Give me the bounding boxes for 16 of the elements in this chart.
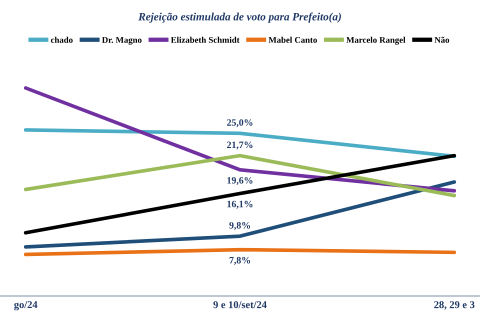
data-label: 7,8% bbox=[230, 256, 250, 265]
legend-label: chado bbox=[50, 36, 73, 43]
x-tick-label: 9 e 10/set/24 bbox=[213, 301, 267, 308]
legend-label: Mabel Canto bbox=[268, 36, 317, 43]
data-label: 16,1% bbox=[227, 200, 252, 209]
data-label: 25,0% bbox=[227, 119, 252, 128]
legend-label: Dr. Magno bbox=[102, 37, 142, 45]
legend-label: Marcelo Rangel bbox=[346, 36, 406, 45]
legend-label: Elizabeth Schmidt bbox=[170, 36, 240, 43]
x-tick-label: 28, 29 e 3 bbox=[434, 301, 474, 310]
legend-label: Não bbox=[434, 36, 450, 43]
x-tick-label: go/24 bbox=[14, 301, 38, 310]
data-label: 19,6% bbox=[227, 177, 252, 186]
data-label: 21,7% bbox=[227, 142, 252, 150]
chart-title: Rejeição estimulada de voto para Prefeito(a) bbox=[138, 12, 341, 23]
data-label: 9,8% bbox=[229, 222, 250, 230]
